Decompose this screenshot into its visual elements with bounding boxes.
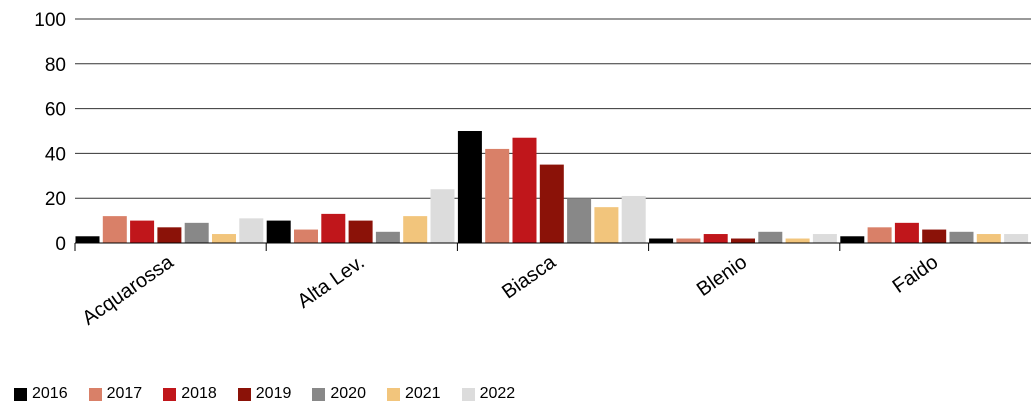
bar-2016-1	[266, 220, 291, 243]
bar-2017-4	[867, 227, 892, 243]
legend-item-2019: 2019	[237, 385, 292, 403]
bar-2021-4	[976, 234, 1001, 243]
bar-2018-2	[512, 137, 537, 243]
legend-swatch	[312, 387, 326, 401]
bar-2016-0	[75, 236, 100, 243]
bar-2022-4	[1004, 234, 1029, 243]
bar-2017-0	[102, 216, 127, 243]
legend-swatch	[88, 387, 102, 401]
x-tick-label: Blenio	[693, 251, 751, 301]
bar-2020-1	[375, 231, 400, 243]
bar-2017-3	[676, 238, 701, 243]
bar-2020-3	[758, 231, 783, 243]
bar-2020-2	[567, 198, 592, 243]
bar-2019-1	[348, 220, 373, 243]
legend-label: 2020	[330, 385, 366, 402]
bar-2018-3	[703, 234, 728, 243]
bar-2021-0	[212, 234, 236, 243]
legend-item-2018: 2018	[163, 385, 217, 403]
x-tick-label: Alta Lev.	[294, 251, 369, 313]
legend: 2016 2017 2018 2019 2020 2021 2022	[14, 385, 536, 403]
x-tick-label: Faido	[889, 251, 943, 298]
legend-label: 2016	[32, 385, 68, 402]
bar-chart: 0 20 40 60 80 100 Acquarossa Alta Lev. Biasca Ble…	[34, 10, 1031, 330]
bar-2017-1	[294, 229, 318, 243]
bar-2019-0	[157, 227, 182, 243]
legend-item-2017: 2017	[88, 385, 143, 403]
bar-2022-3	[812, 234, 837, 243]
bar-2018-1	[321, 213, 346, 243]
y-tick-label: 20	[45, 189, 66, 210]
y-tick-label: 80	[45, 55, 66, 76]
bar-2017-2	[485, 148, 510, 243]
bar-2018-0	[130, 220, 155, 243]
x-tick-label: Acquarossa	[78, 251, 178, 330]
bar-2016-3	[649, 238, 674, 243]
bar-2021-1	[403, 216, 428, 243]
legend-swatch	[163, 387, 177, 401]
bar-2019-3	[731, 238, 755, 243]
bar-2016-4	[840, 236, 865, 243]
bar-2022-2	[621, 195, 646, 243]
y-tick-label: 60	[45, 100, 66, 121]
x-tick-label: Biasca	[498, 251, 561, 304]
legend-swatch	[14, 387, 27, 401]
y-tick-label: 40	[45, 144, 66, 165]
bar-2019-2	[539, 164, 564, 243]
legend-item-2020: 2020	[312, 385, 366, 403]
legend-swatch	[461, 387, 475, 401]
bar-2020-4	[949, 231, 974, 243]
legend-swatch	[237, 387, 251, 401]
y-tick-label: 0	[55, 234, 66, 255]
legend-label: 2021	[404, 385, 441, 402]
legend-item-2022: 2022	[461, 385, 516, 403]
legend-item-2021: 2021	[386, 385, 441, 403]
y-tick-label: 100	[34, 10, 66, 31]
legend-label: 2022	[479, 385, 516, 402]
bar-2018-4	[894, 222, 919, 243]
legend-label: 2017	[106, 385, 143, 402]
bar-2022-1	[430, 189, 455, 243]
bar-2021-2	[594, 207, 619, 243]
legend-swatch	[386, 387, 400, 401]
bar-2019-4	[922, 229, 947, 243]
legend-item-2016: 2016	[14, 385, 68, 403]
legend-label: 2019	[255, 385, 292, 402]
bar-2021-3	[785, 238, 810, 243]
legend-label: 2018	[181, 385, 217, 402]
bar-2020-0	[184, 222, 209, 243]
bar-2022-0	[239, 218, 264, 243]
bar-2016-2	[457, 131, 482, 243]
